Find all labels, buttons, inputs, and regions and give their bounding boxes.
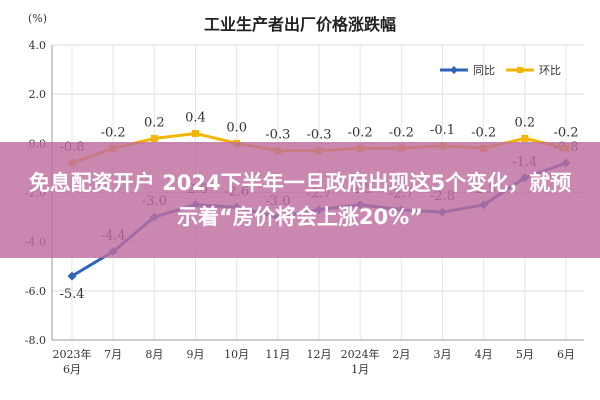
x-tick-label: 2024年 bbox=[341, 347, 380, 361]
data-point-mom bbox=[150, 134, 158, 142]
x-tick-label: 2023年 bbox=[53, 347, 92, 361]
data-label-mom: -0.2 bbox=[389, 125, 414, 140]
legend-label: 同比 bbox=[473, 64, 495, 77]
legend-label: 环比 bbox=[539, 64, 561, 77]
data-point-mom bbox=[521, 134, 529, 142]
x-tick-label: 2月 bbox=[392, 348, 410, 361]
y-tick-label: 2.0 bbox=[29, 88, 47, 101]
data-label-mom: -0.2 bbox=[348, 125, 373, 140]
x-tick-label: 4月 bbox=[475, 348, 493, 361]
data-label-mom: 0.2 bbox=[514, 115, 535, 130]
data-label-mom: 0.2 bbox=[144, 115, 165, 130]
x-tick-label: 10月 bbox=[224, 348, 249, 361]
x-tick-label: 5月 bbox=[516, 348, 534, 361]
data-label-mom: 0.0 bbox=[226, 120, 247, 135]
data-label-mom: -0.2 bbox=[101, 125, 126, 140]
headline-banner[interactable]: 免息配资开户 2024下半年一旦政府出现这5个变化，就预示着“房价将会上涨20%… bbox=[0, 142, 600, 258]
data-label-mom: -0.1 bbox=[430, 123, 455, 138]
chart-title: 工业生产者出厂价格涨跌幅 bbox=[204, 15, 396, 34]
data-point-mom bbox=[192, 130, 199, 137]
x-tick-label: 6月 bbox=[557, 348, 575, 361]
data-label-mom: -0.2 bbox=[471, 125, 496, 140]
data-label-mom: -0.3 bbox=[306, 128, 331, 143]
legend-marker bbox=[517, 67, 523, 73]
y-tick-label: -6.0 bbox=[25, 285, 46, 298]
x-tick-label: 9月 bbox=[187, 348, 205, 361]
data-point-yoy bbox=[67, 271, 77, 281]
y-axis-unit-label: (%) bbox=[28, 12, 47, 25]
x-tick-label: 6月 bbox=[63, 363, 81, 376]
x-tick-label: 1月 bbox=[351, 363, 369, 376]
data-label-mom: -0.2 bbox=[553, 125, 578, 140]
data-label-mom: -0.3 bbox=[265, 128, 290, 143]
x-tick-label: 7月 bbox=[104, 348, 122, 361]
data-label-mom: 0.4 bbox=[185, 111, 206, 126]
x-tick-label: 12月 bbox=[307, 348, 332, 361]
legend-marker bbox=[450, 66, 458, 74]
headline-text[interactable]: 免息配资开户 2024下半年一旦政府出现这5个变化，就预示着“房价将会上涨20%… bbox=[28, 171, 572, 229]
y-tick-label: 4.0 bbox=[29, 39, 47, 52]
data-label-yoy: -5.4 bbox=[59, 287, 84, 302]
y-tick-label: -8.0 bbox=[25, 334, 46, 347]
x-tick-label: 3月 bbox=[434, 348, 452, 361]
x-tick-label: 8月 bbox=[145, 348, 163, 361]
x-tick-label: 11月 bbox=[265, 348, 290, 361]
